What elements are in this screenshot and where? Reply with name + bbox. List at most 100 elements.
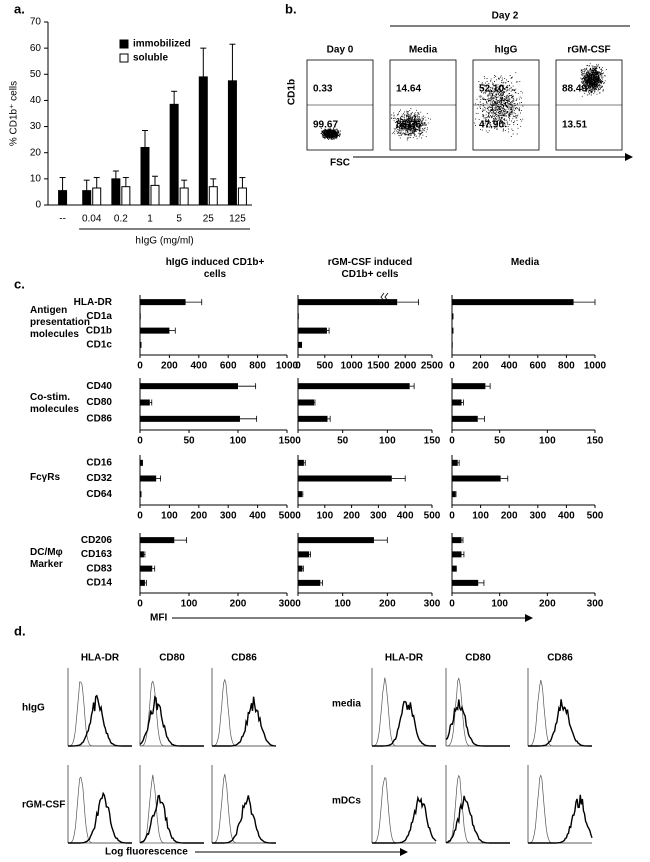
group-title: Antigen presentation molecules [30, 305, 91, 340]
y-tick-label: 20 [30, 147, 42, 158]
column-label: HLA-DR [81, 653, 120, 664]
x-tick-label: 200 [343, 511, 360, 522]
bar [452, 313, 454, 320]
x-tick-label: 600 [529, 361, 546, 372]
stain-curve [212, 795, 276, 844]
x-tick-label: 200 [501, 511, 518, 522]
quadrant-value: 52.10 [479, 83, 504, 94]
isotype-curve [445, 677, 510, 747]
x-tick-label: 50 [337, 436, 349, 447]
plot-title: hIgG [495, 45, 518, 56]
x-tick-label: 100 [316, 511, 333, 522]
x-tick-label: 200 [190, 511, 207, 522]
bar [140, 399, 150, 406]
bar [198, 76, 208, 206]
column-label: CD80 [159, 653, 185, 664]
y-axis-label: % CD1b⁺ cells [9, 81, 20, 146]
x-tick-label: 100 [181, 599, 198, 610]
density-dots [320, 127, 341, 140]
x-tick-label: 150 [587, 436, 604, 447]
bar [140, 415, 240, 422]
isotype-curve [371, 677, 436, 747]
plot-title: Media [409, 45, 438, 56]
category-label: CD64 [86, 489, 112, 500]
bar [179, 187, 189, 206]
x-tick-label: 400 [397, 511, 414, 522]
bar [452, 475, 501, 482]
bar [452, 327, 454, 334]
bar [298, 491, 303, 498]
bar [452, 341, 453, 348]
x-tick-label: 0 [449, 511, 455, 522]
category-label: CD83 [86, 563, 112, 574]
x-tick-label: 25 [203, 214, 215, 225]
x-tick-label: 0 [295, 361, 301, 372]
x-tick-label: 400 [501, 361, 518, 372]
group-title: Co-stim. molecules [30, 392, 79, 415]
x-tick-label: 100 [334, 599, 351, 610]
x-tick-label: 300 [529, 511, 546, 522]
isotype-curve [445, 774, 510, 844]
column-title: hIgG induced CD1b+ cells [165, 257, 265, 280]
x-tick-label: 0 [137, 511, 143, 522]
row-label: media [332, 699, 361, 710]
x-tick-label: 500 [279, 511, 296, 522]
stain-curve [212, 696, 276, 747]
bar [452, 383, 486, 390]
category-label: CD80 [86, 397, 112, 408]
bar [121, 186, 131, 206]
x-tick-label: 0 [137, 361, 143, 372]
bar [140, 146, 150, 206]
x-tick-label: 0 [449, 436, 455, 447]
density-dots [474, 72, 524, 137]
category-label: CD32 [86, 473, 112, 484]
x-tick-label: -- [59, 214, 66, 225]
x-tick-label: 1000 [276, 361, 299, 372]
plot-title: rGM-CSF [567, 45, 610, 56]
bar [92, 187, 102, 206]
isotype-curve [67, 776, 132, 844]
bar [208, 186, 218, 206]
bar [140, 565, 153, 572]
bar [298, 537, 374, 544]
x-tick-label: 0 [295, 436, 301, 447]
x-tick-label: 200 [161, 361, 178, 372]
bar [452, 399, 462, 406]
x-tick-label: 50 [183, 436, 195, 447]
arrow-head [400, 848, 408, 856]
bar [298, 299, 398, 306]
y-tick-label: 70 [30, 17, 42, 28]
category-label: CD16 [86, 457, 112, 468]
x-tick-label: 1000 [340, 361, 363, 372]
x-axis-label: hIgG (mg/ml) [135, 236, 193, 247]
y-tick-label: 60 [30, 43, 42, 54]
quadrant-value: 88.49 [562, 83, 587, 94]
bar [298, 341, 303, 348]
x-tick-label: 300 [424, 599, 441, 610]
x-tick-label: 0 [449, 599, 455, 610]
x-tick-label: 100 [230, 436, 247, 447]
column-label: CD86 [547, 653, 573, 664]
column-title: rGM-CSF induced CD1b+ cells [327, 257, 413, 280]
x-tick-label: 100 [491, 599, 508, 610]
isotype-curve [67, 681, 132, 747]
stain-curve [139, 794, 204, 844]
x-tick-label: 500 [424, 511, 441, 522]
x-tick-label: 400 [249, 511, 266, 522]
group-title: Day 2 [492, 11, 519, 22]
bar [298, 565, 303, 572]
bar [169, 103, 179, 206]
bar [298, 475, 392, 482]
x-axis-label: Log fluorescence [105, 847, 188, 858]
x-tick-label: 400 [558, 511, 575, 522]
x-tick-label: 300 [220, 511, 237, 522]
bar [140, 579, 145, 586]
x-tick-label: 100 [379, 436, 396, 447]
x-tick-label: 1500 [367, 361, 390, 372]
bar [452, 491, 456, 498]
bar [298, 399, 315, 406]
category-label: HLA-DR [74, 297, 113, 308]
column-title: Media [510, 257, 540, 268]
bar [452, 551, 462, 558]
